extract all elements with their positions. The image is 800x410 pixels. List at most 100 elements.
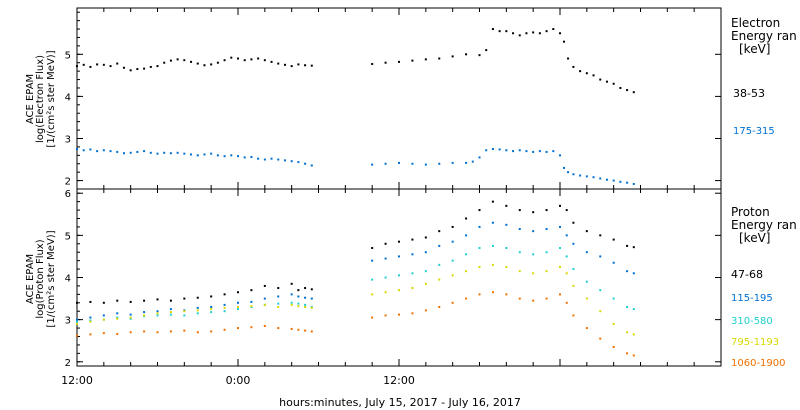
proton-series-3 <box>76 263 635 336</box>
proton-data-point <box>371 316 374 319</box>
electron-data-point <box>183 59 186 62</box>
proton-data-point <box>210 306 213 308</box>
electron-data-point <box>76 65 78 68</box>
electron-legend-unit: [keV] <box>739 42 770 56</box>
proton-data-point <box>76 322 78 325</box>
electron-y-tick-label: 5 <box>65 50 71 61</box>
proton-data-point <box>263 324 266 327</box>
electron-data-point <box>89 65 92 68</box>
proton-data-point <box>102 318 105 321</box>
proton-data-point <box>545 209 548 212</box>
electron-data-point <box>512 150 515 153</box>
proton-data-point <box>599 337 602 340</box>
proton-data-point <box>116 316 119 319</box>
proton-data-point <box>612 297 615 300</box>
proton-ylabel-line-3: [1/(cm²s ster MeV)] <box>46 230 57 327</box>
proton-data-point <box>156 310 159 313</box>
proton-legend-entry-3: 795-1193 <box>731 337 779 348</box>
electron-data-point <box>605 178 608 181</box>
electron-data-point <box>169 152 172 155</box>
proton-data-point <box>505 265 508 268</box>
proton-data-point <box>532 272 535 275</box>
proton-data-point <box>223 303 226 306</box>
proton-data-point <box>290 293 293 296</box>
proton-data-point <box>210 330 213 333</box>
proton-data-point <box>223 293 226 296</box>
proton-data-point <box>438 244 441 247</box>
electron-data-point <box>290 160 293 163</box>
electron-data-point <box>257 157 260 160</box>
proton-data-point <box>424 270 427 273</box>
proton-data-point <box>384 314 387 317</box>
proton-data-point <box>290 282 293 285</box>
electron-data-point <box>572 65 575 68</box>
proton-data-point <box>451 301 454 304</box>
proton-data-point <box>237 306 239 308</box>
proton-data-point <box>438 278 441 281</box>
proton-data-point <box>143 314 146 317</box>
proton-data-point <box>371 259 374 262</box>
proton-legend-entry-1: 115-195 <box>731 293 773 304</box>
proton-data-point <box>76 318 78 321</box>
electron-data-point <box>384 61 387 64</box>
electron-data-point <box>263 59 266 62</box>
electron-data-point <box>156 152 159 155</box>
x-ticks: 12:00 0:00 12:00 <box>61 374 415 387</box>
proton-data-point <box>304 329 307 332</box>
proton-data-point <box>143 311 146 314</box>
proton-data-point <box>89 300 92 303</box>
electron-data-point <box>82 149 85 152</box>
electron-series-0 <box>76 28 635 94</box>
proton-data-point <box>290 327 293 330</box>
electron-data-point <box>203 64 206 67</box>
electron-data-point <box>243 156 246 159</box>
electron-data-point <box>297 63 300 66</box>
electron-data-point <box>310 164 313 167</box>
proton-data-point <box>626 244 629 247</box>
proton-data-point <box>491 244 494 247</box>
proton-data-point <box>505 247 508 249</box>
electron-y-tick-label: 3 <box>65 134 71 145</box>
electron-data-point <box>243 59 246 62</box>
electron-data-point <box>559 32 561 35</box>
proton-data-point <box>599 234 602 237</box>
proton-data-point <box>183 329 186 332</box>
proton-data-point <box>518 297 521 300</box>
electron-data-point <box>257 57 260 60</box>
proton-data-point <box>626 270 629 273</box>
x-tick-label: 12:00 <box>61 374 93 387</box>
proton-data-point <box>572 314 575 317</box>
proton-data-point <box>559 265 561 268</box>
proton-data-point <box>223 306 226 309</box>
proton-data-point <box>465 253 468 256</box>
proton-data-point <box>478 265 481 268</box>
electron-data-point <box>424 58 427 61</box>
electron-data-point <box>223 59 226 62</box>
electron-data-point <box>585 72 588 75</box>
proton-data-point <box>263 297 266 300</box>
proton-legend-entry-2: 310-580 <box>731 316 773 327</box>
electron-data-point <box>518 149 521 152</box>
electron-data-point <box>626 89 629 92</box>
electron-data-point <box>283 63 286 66</box>
electron-data-point <box>465 161 468 164</box>
electron-data-point <box>183 152 186 155</box>
electron-legend-entry-1: 175-315 <box>733 126 775 137</box>
proton-y-axis-label: ACE EPAM log(Proton Flux) [1/(cm²s ster … <box>25 230 57 327</box>
proton-data-point <box>518 209 521 212</box>
electron-data-point <box>223 155 226 158</box>
proton-data-point <box>250 326 253 329</box>
proton-data-point <box>626 331 629 334</box>
proton-series-4 <box>76 291 635 357</box>
proton-data-point <box>129 331 132 334</box>
electron-data-point <box>304 162 307 165</box>
proton-data-point <box>491 200 494 203</box>
proton-data-point <box>183 297 186 300</box>
proton-data-point <box>451 225 454 228</box>
electron-data-point <box>451 161 454 164</box>
electron-data-point <box>398 60 400 63</box>
proton-data-point <box>518 228 521 231</box>
proton-data-point <box>465 270 468 273</box>
proton-data-point <box>626 352 629 355</box>
electron-data-point <box>190 153 193 156</box>
